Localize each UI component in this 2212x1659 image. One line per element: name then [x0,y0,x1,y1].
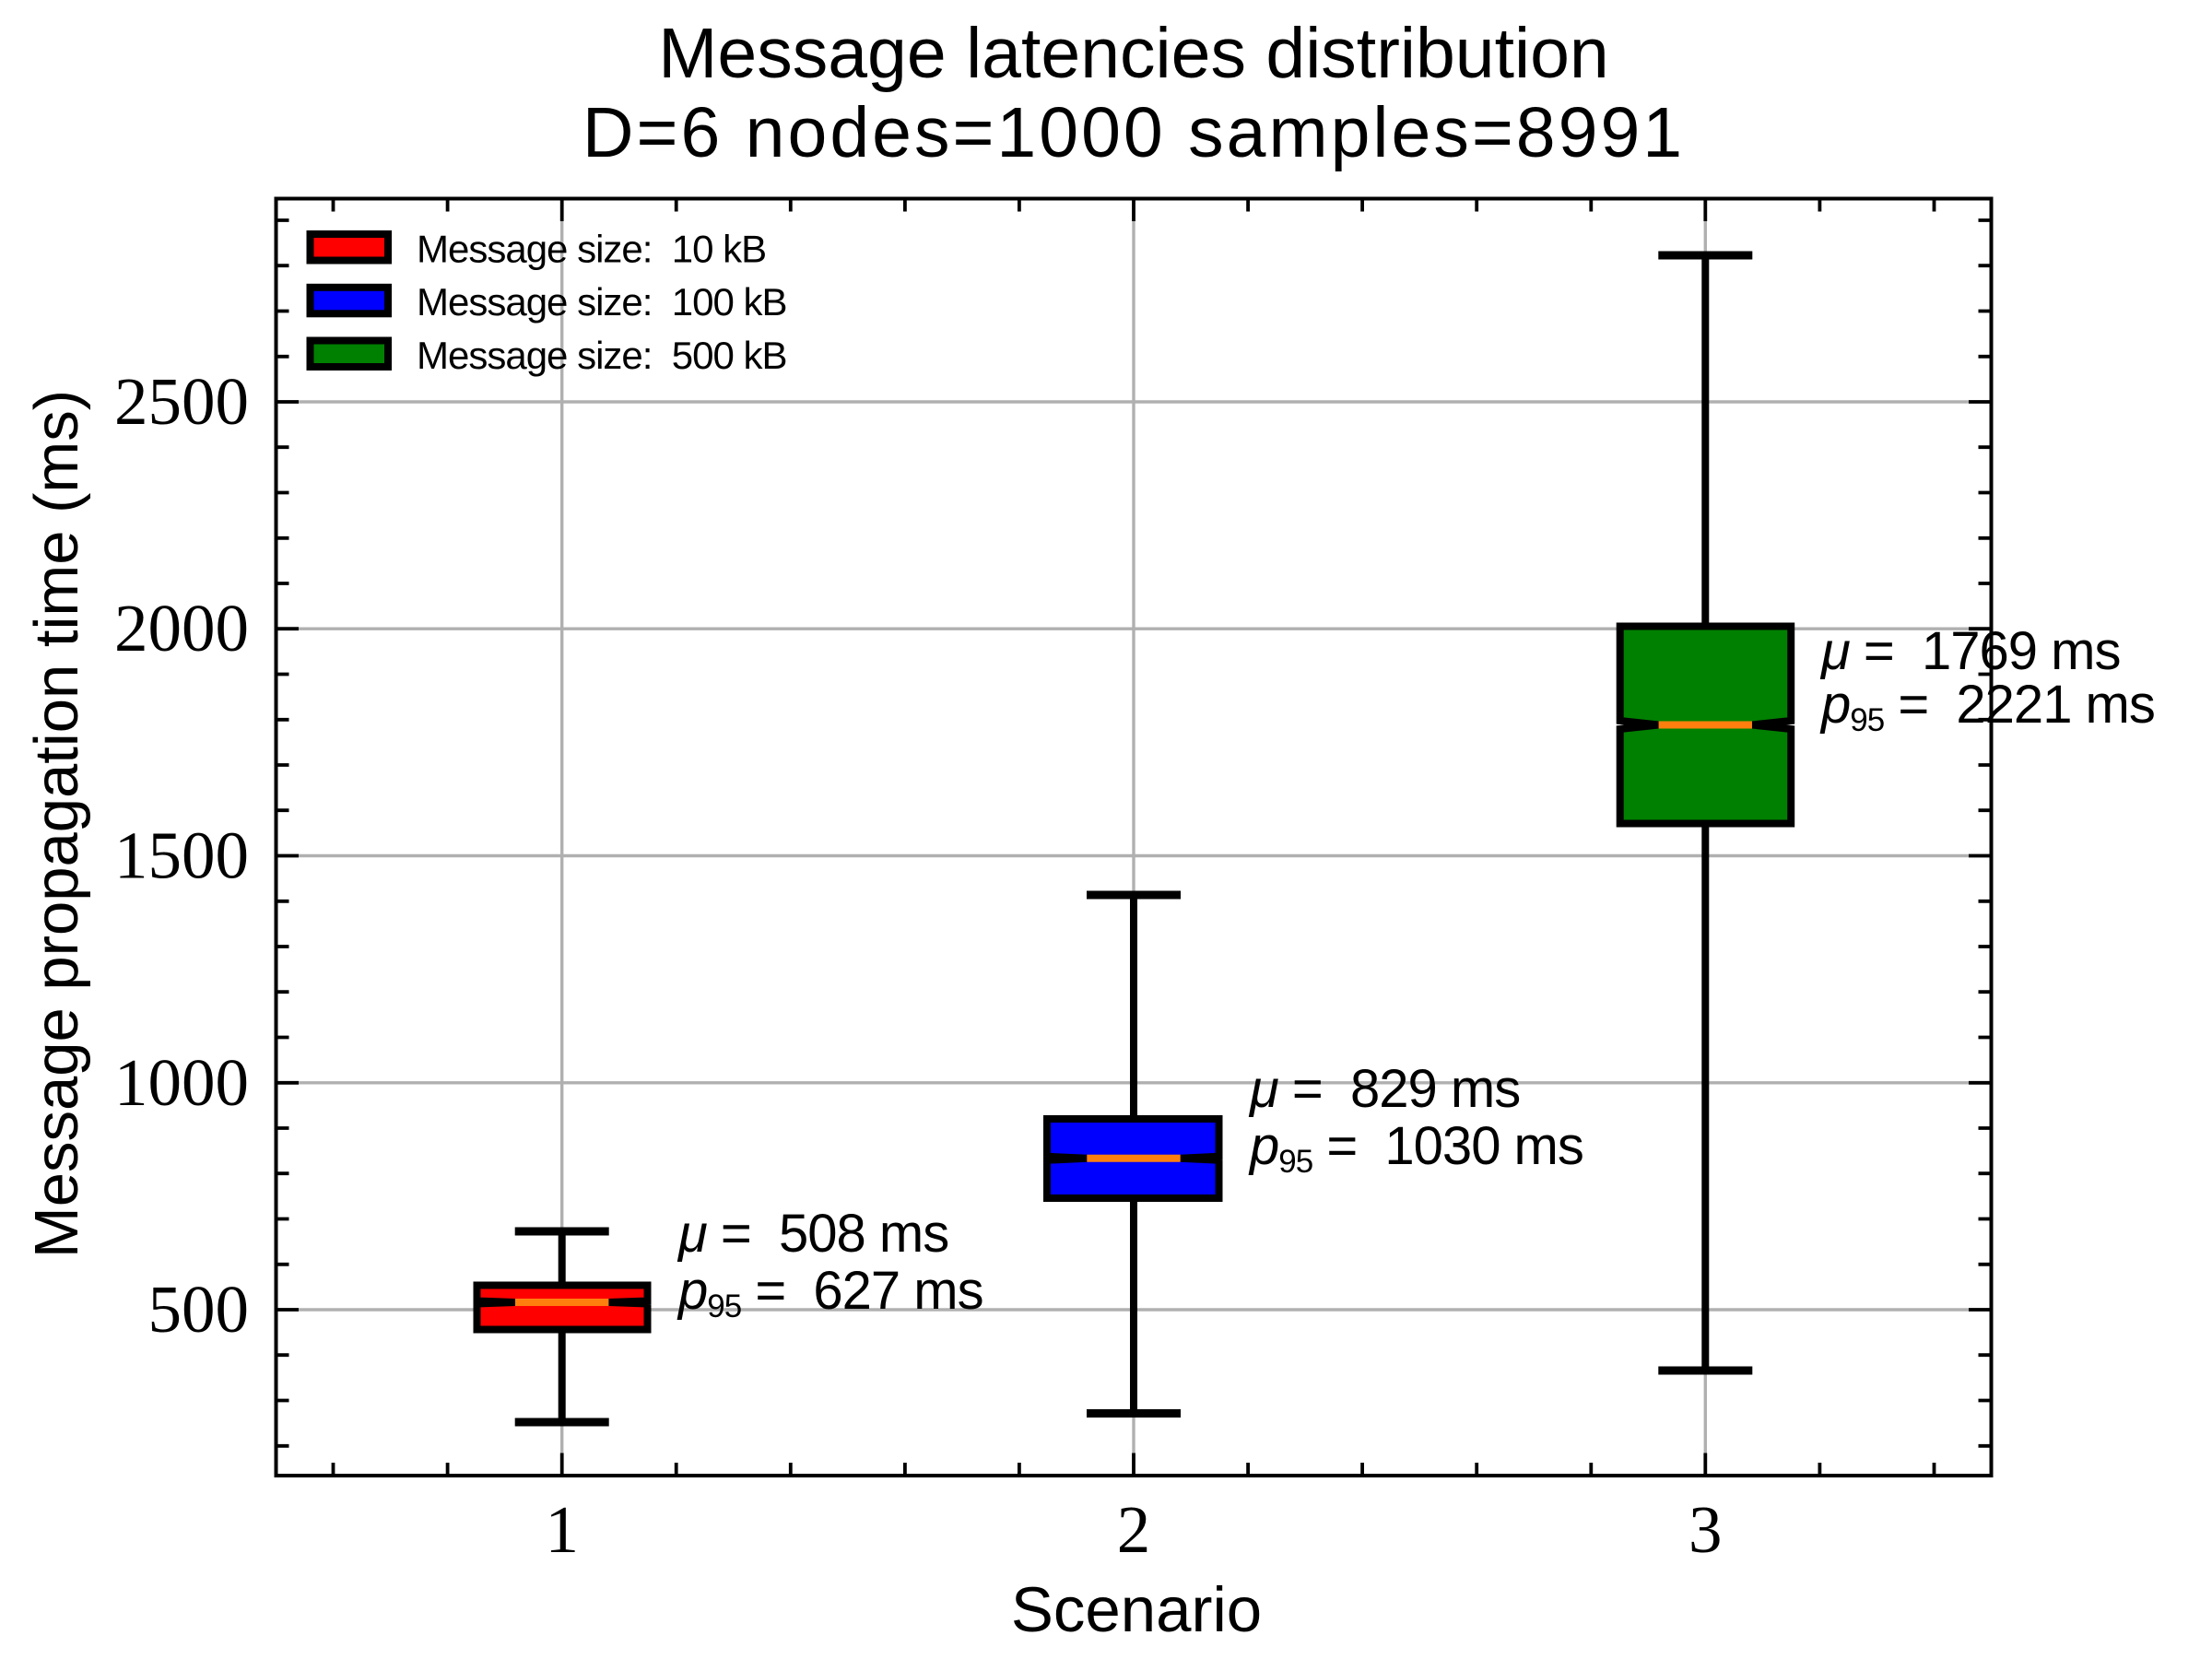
svg-text:1000: 1000 [114,1045,249,1120]
svg-text:p95 = 2221 ms: p95 = 2221 ms [1819,675,2155,738]
svg-text:Message size: 100 kB: Message size: 100 kB [417,280,787,324]
svg-text:Message latencies distribution: Message latencies distribution [658,14,1609,93]
svg-text:μ = 829 ms: μ = 829 ms [1248,1059,1520,1119]
svg-text:Message size: 500 kB: Message size: 500 kB [417,334,787,377]
svg-text:2500: 2500 [114,364,249,439]
svg-text:1500: 1500 [114,818,249,893]
svg-text:3: 3 [1688,1492,1723,1567]
svg-text:p95 = 1030 ms: p95 = 1030 ms [1248,1116,1583,1180]
svg-text:Message size: 10 kB: Message size: 10 kB [417,228,766,271]
svg-text:p95 = 627 ms: p95 = 627 ms [677,1261,983,1324]
svg-text:μ = 508 ms: μ = 508 ms [677,1204,948,1264]
svg-text:2000: 2000 [114,591,249,665]
svg-text:2: 2 [1117,1492,1151,1567]
svg-text:Message propagation time (ms): Message propagation time (ms) [22,390,91,1258]
svg-text:μ = 1769 ms: μ = 1769 ms [1819,621,2120,681]
svg-text:Scenario: Scenario [1011,1574,1262,1645]
svg-text:1: 1 [545,1492,579,1567]
svg-text:500: 500 [148,1272,250,1347]
svg-text:D=6 nodes=1000 samples=8991: D=6 nodes=1000 samples=8991 [582,93,1685,172]
